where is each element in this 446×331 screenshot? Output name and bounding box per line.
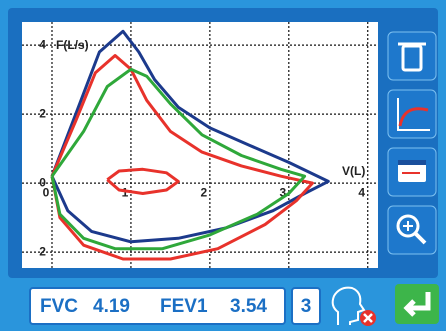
report-icon [398,160,426,182]
fev1-label: FEV1 [160,296,208,317]
x-tick-label: 2 [201,185,208,199]
flow-volume-curve [106,167,180,195]
report-header [398,160,426,165]
button-bg [395,284,439,324]
flow-volume-curve [50,54,314,261]
x-axis-label: V(L) [342,164,365,178]
zoom-button[interactable] [387,205,437,255]
x-tick-label: 0 [43,185,50,199]
test-count: 3 [301,296,312,317]
count-box [291,287,321,325]
graph-button[interactable] [387,89,437,139]
plot-area [22,22,378,268]
x-tick-label: 3 [279,185,286,199]
zoom-plus [403,221,413,231]
graph-axes [397,98,430,131]
graph-curve [398,107,429,127]
head-outline [331,286,366,325]
result-box [29,287,286,325]
flow-volume-curve [50,67,307,251]
zoom-lens [396,214,420,238]
trash-icon [401,44,423,72]
zoom-handle [413,231,427,245]
flow-volume-curve [50,29,330,244]
report-button[interactable] [387,147,437,197]
remove-x [363,313,373,323]
enter-icon [403,292,431,317]
y-tick-label: 0 [39,175,46,189]
y-tick-label: 2 [39,244,46,258]
enter-button[interactable] [395,284,439,324]
fev1-value: 3.54 [230,296,267,317]
y-tick-label: 2 [39,106,46,120]
fvc-label: FVC [40,296,78,317]
fvc-value: 4.19 [93,296,130,317]
x-tick-label: 4 [358,185,365,199]
button-bg [387,205,437,255]
button-bg [387,31,437,81]
y-axis-label: F(L/s) [56,38,89,52]
patient-icon[interactable] [331,286,376,326]
y-tick-label: 4 [39,37,46,51]
delete-button[interactable] [387,31,437,81]
